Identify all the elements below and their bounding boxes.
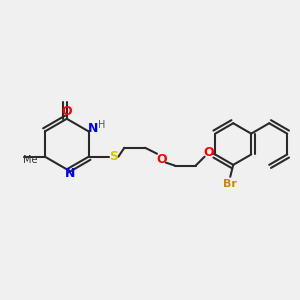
Text: N: N: [88, 122, 98, 135]
Text: O: O: [61, 105, 72, 118]
Text: S: S: [110, 150, 118, 163]
Text: Me: Me: [23, 155, 37, 165]
Text: N: N: [64, 167, 75, 180]
Text: O: O: [204, 146, 214, 159]
Text: O: O: [156, 153, 167, 166]
Text: Br: Br: [223, 179, 237, 189]
Text: H: H: [98, 121, 106, 130]
